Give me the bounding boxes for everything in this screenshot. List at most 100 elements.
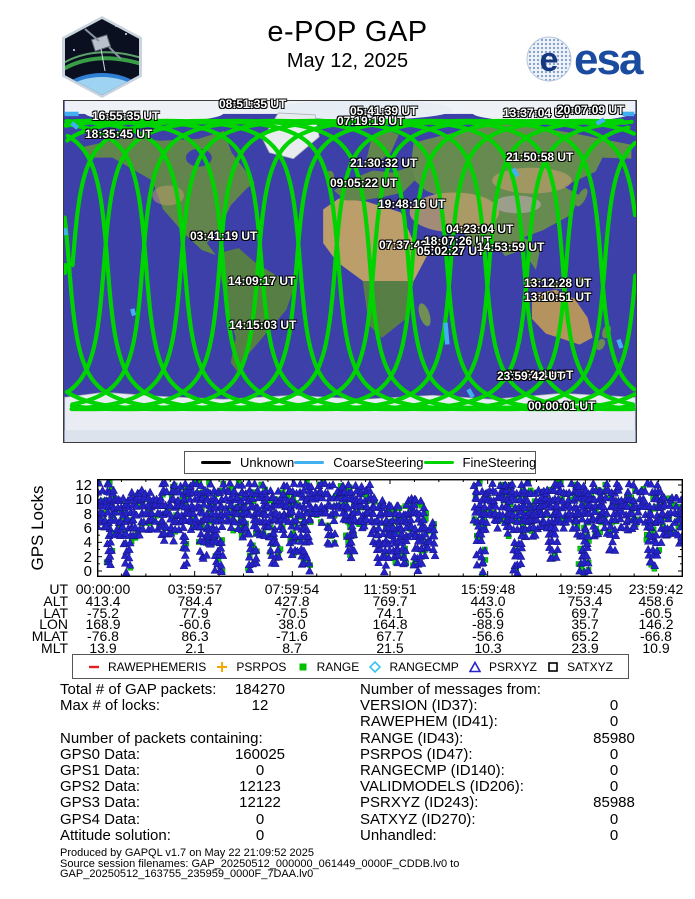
- table-cell: 164.8: [372, 616, 408, 633]
- table-cell: -60.6: [179, 616, 211, 633]
- packet-marker-legend: RAWEPHEMERIS PSRPOS RANGE RANGECMP PSRXYZ SAT…: [72, 654, 629, 679]
- stat-value: 0: [609, 778, 619, 796]
- stat-section-title: Number of packets containing:: [60, 729, 263, 747]
- stat-label: GPS2 Data:: [60, 778, 141, 796]
- stat-value: 12123: [239, 778, 281, 796]
- table-cell: 168.9: [85, 616, 121, 633]
- stat-label: GPS4 Data:: [60, 810, 141, 828]
- table-cell: 2.1: [185, 640, 205, 656]
- steering-legend-label: FineSteering: [462, 455, 537, 470]
- y-axis-label: GPS Locks: [28, 485, 47, 571]
- plus-marker-icon: [217, 661, 228, 672]
- table-cell: 21.5: [376, 640, 404, 656]
- steering-legend-item: Unknown: [201, 455, 294, 470]
- table-cell: 413.4: [85, 592, 121, 609]
- table-cell: 443.0: [470, 592, 506, 609]
- y-tick-label: 8: [83, 505, 92, 523]
- stat-value: 184270: [234, 681, 286, 698]
- diamond-open-marker-icon: [369, 660, 382, 673]
- gps-locks-scatter-icon: [91, 477, 687, 577]
- table-row-label: MLAT: [31, 628, 68, 645]
- gps-locks-plot: [91, 477, 687, 577]
- table-cell: 69.7: [571, 604, 599, 621]
- table-cell: 11:59:51: [363, 581, 417, 597]
- marker-legend-item: SATXYZ: [547, 660, 613, 674]
- marker-legend-label: PSRXYZ: [488, 659, 537, 674]
- stat-label: RAWEPHEM (ID41):: [360, 713, 498, 731]
- table-cell: 753.4: [567, 592, 603, 609]
- report-date: May 12, 2025: [286, 50, 409, 72]
- y-tick-label: 0: [83, 563, 92, 580]
- table-cell: -56.6: [472, 628, 504, 645]
- stat-label: VALIDMODELS (ID206):: [360, 778, 524, 796]
- table-cell: -75.2: [87, 604, 119, 621]
- stat-value: 160025: [234, 745, 286, 763]
- marker-legend-item: PSRXYZ: [468, 659, 537, 674]
- marker-legend-item: RANGECMP: [369, 659, 459, 674]
- svg-text:e: e: [540, 41, 559, 79]
- source-files-line2: GAP_20250512_163755_235959_0000F_7DAA.lv…: [60, 868, 314, 880]
- steering-legend: Unknown CoarseSteering FineSteering: [184, 451, 536, 474]
- page-title: e-POP GAP: [267, 16, 428, 48]
- y-tick-label: 2: [83, 548, 92, 566]
- marker-legend-label: RAWEPHEMERIS: [108, 659, 207, 674]
- stat-label: GPS3 Data:: [60, 794, 141, 812]
- ground-track-map: [63, 100, 637, 443]
- table-cell: -60.5: [640, 604, 672, 621]
- steering-legend-label: CoarseSteering: [333, 455, 424, 470]
- esa-logo: e esa: [524, 34, 654, 84]
- table-cell: 10.3: [474, 640, 502, 656]
- stat-label: Attitude solution:: [60, 826, 171, 844]
- stat-label: Max # of locks:: [60, 697, 161, 715]
- stat-value: 0: [255, 762, 265, 779]
- produced-by-line: Produced by GAPQL v1.7 on May 22 21:09:5…: [60, 847, 314, 859]
- table-cell: 458.6: [638, 592, 674, 609]
- table-cell: 23:59:42: [628, 581, 684, 597]
- table-cell: 74.1: [376, 604, 404, 621]
- stat-value: 85988: [593, 794, 635, 812]
- table-cell: 38.0: [278, 616, 306, 633]
- table-cell: -70.5: [276, 604, 308, 621]
- stat-label: RANGECMP (ID140):: [360, 762, 505, 779]
- y-tick-label: 10: [75, 491, 92, 509]
- table-cell: 67.7: [376, 628, 404, 645]
- stat-value: 12: [251, 697, 269, 715]
- stat-value: 0: [609, 826, 619, 844]
- svg-text:esa: esa: [574, 35, 644, 84]
- steering-legend-label: Unknown: [240, 455, 295, 470]
- table-cell: 23.9: [571, 640, 599, 656]
- table-row-label: LAT: [43, 604, 68, 621]
- table-row-label: ALT: [43, 592, 68, 609]
- marker-legend-label: RANGECMP: [389, 659, 459, 674]
- stat-label: PSRPOS (ID47):: [360, 745, 473, 763]
- stat-value: 0: [255, 826, 265, 844]
- legend-line-swatch-icon: [423, 461, 454, 464]
- table-cell: 65.2: [571, 628, 599, 645]
- esa-logo-icon: e esa: [526, 35, 646, 84]
- marker-legend-item: RAWEPHEMERIS: [88, 660, 206, 674]
- marker-legend-label: RANGE: [316, 659, 360, 674]
- stat-value: 12122: [239, 794, 281, 812]
- y-tick-label: 6: [83, 520, 92, 537]
- table-cell: 07:59:54: [264, 581, 320, 597]
- square-filled-marker-icon: [299, 663, 307, 670]
- table-cell: 10.9: [642, 640, 670, 656]
- dash-marker-icon: [89, 665, 99, 668]
- table-cell: 86.3: [181, 628, 209, 645]
- stat-value: 0: [609, 762, 619, 779]
- stat-label: VERSION (ID37):: [360, 697, 478, 715]
- table-cell: 146.2: [638, 616, 674, 633]
- table-cell: 15:59:48: [460, 581, 516, 597]
- satellite-icon: [84, 28, 122, 72]
- table-cell: 77.9: [181, 604, 209, 621]
- stat-label: RANGE (ID43):: [360, 729, 464, 747]
- triangle-open-marker-icon: [468, 660, 481, 672]
- source-files-line1: Source session filenames: GAP_20250512_0…: [60, 858, 460, 870]
- stat-value: 0: [609, 810, 619, 828]
- stat-label: GPS1 Data:: [60, 762, 141, 779]
- steering-legend-item: FineSteering: [423, 455, 537, 470]
- table-cell: 03:59:57: [167, 581, 223, 597]
- y-tick-label: 4: [83, 534, 92, 552]
- stat-value: 85980: [593, 729, 635, 747]
- table-row-label: UT: [49, 581, 68, 597]
